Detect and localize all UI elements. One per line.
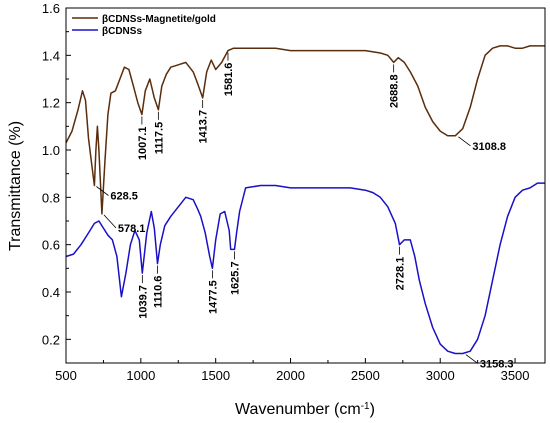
annotation-label-12: 2728.1 bbox=[395, 257, 407, 291]
y-tick-label-1: 0.4 bbox=[42, 285, 60, 300]
legend-label-1: βCDNSs bbox=[102, 26, 142, 37]
annotation-leader-5 bbox=[458, 136, 471, 147]
series-line-0 bbox=[65, 45, 545, 215]
y-tick-label-4: 1.0 bbox=[42, 143, 60, 158]
y-tick-label-3: 0.8 bbox=[42, 190, 60, 205]
x-tick-label-1: 1000 bbox=[126, 368, 155, 383]
x-tick-label-4: 2500 bbox=[351, 368, 380, 383]
annotation-label-8: 1039.7 bbox=[137, 285, 149, 319]
y-tick-label-6: 1.4 bbox=[42, 48, 60, 63]
plot-area bbox=[66, 8, 545, 363]
x-tick-label-3: 2000 bbox=[276, 368, 305, 383]
annotation-label-2: 1413.7 bbox=[198, 110, 210, 144]
plot-background bbox=[66, 8, 545, 363]
annotation-label-1: 1117.5 bbox=[153, 122, 165, 154]
legend-label-0: βCDNSs-Magnetite/gold bbox=[102, 14, 216, 25]
annotation-label-10: 1477.5 bbox=[207, 280, 219, 314]
x-axis-title-sup: -1 bbox=[361, 401, 370, 412]
x-tick-label-2: 1500 bbox=[201, 368, 230, 383]
x-axis-title-tail: ) bbox=[370, 401, 375, 418]
annotation-label-0: 1007.1 bbox=[137, 127, 149, 161]
annotation-leader-6 bbox=[96, 186, 109, 196]
x-axis-title: Wavenumber (cm-1) bbox=[235, 401, 375, 419]
annotation-label-9: 1110.6 bbox=[153, 276, 165, 308]
x-tick-label-6: 3500 bbox=[501, 368, 530, 383]
annotation-label-7: 578.1 bbox=[118, 223, 146, 235]
annotation-label-6: 628.5 bbox=[110, 191, 138, 203]
annotation-leader-13 bbox=[465, 354, 479, 364]
y-tick-label-7: 1.6 bbox=[42, 1, 60, 16]
x-axis-title-main: Wavenumber (cm bbox=[235, 401, 361, 418]
axes-frame bbox=[65, 7, 546, 364]
axes-layer: 500 1000 1500 2000 2500 3000 3500 0.2 0.4 0.6 0.8 1… bbox=[42, 1, 546, 383]
x-tick-label-0: 500 bbox=[55, 368, 77, 383]
series-line-1 bbox=[65, 182, 545, 355]
annotation-leader-7 bbox=[103, 214, 117, 229]
annotation-layer: 1007.1 1117.5 1413.7 1581.6 2688.8 3108.8 628.… bbox=[96, 52, 514, 371]
series-layer bbox=[65, 45, 545, 355]
x-tick-label-5: 3000 bbox=[426, 368, 455, 383]
y-tick-label-0: 0.2 bbox=[42, 332, 60, 347]
annotation-label-3: 1581.6 bbox=[223, 63, 235, 97]
annotation-label-4: 2688.8 bbox=[389, 74, 401, 108]
annotation-label-13: 3158.3 bbox=[480, 359, 514, 371]
y-tick-label-2: 0.6 bbox=[42, 238, 60, 253]
y-axis-title: Transmittance (%) bbox=[7, 121, 24, 251]
annotation-label-5: 3108.8 bbox=[472, 141, 506, 153]
annotation-label-11: 1625.7 bbox=[230, 261, 242, 295]
y-tick-label-5: 1.2 bbox=[42, 96, 60, 111]
